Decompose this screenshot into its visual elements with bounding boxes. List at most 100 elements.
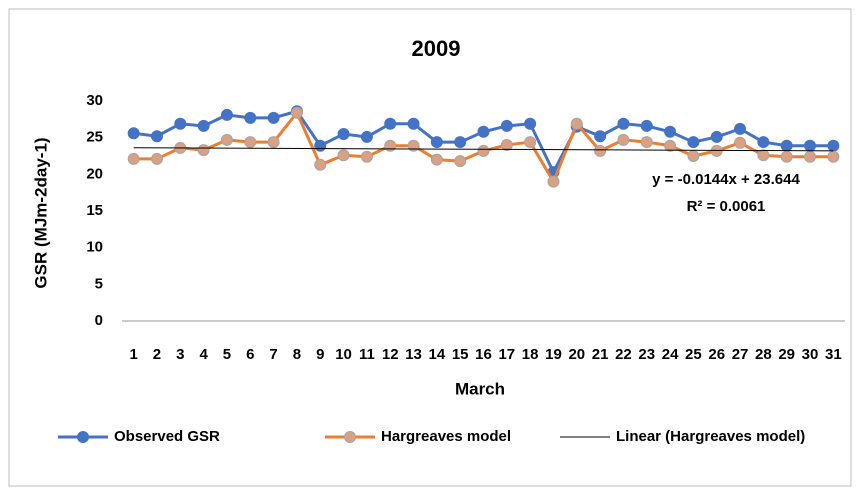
data-point: [524, 136, 537, 149]
x-tick-label: 2: [153, 346, 161, 363]
x-tick-label: 12: [382, 346, 399, 363]
x-tick-label: 23: [638, 346, 655, 363]
data-point: [290, 106, 303, 119]
data-point: [734, 122, 747, 135]
data-point: [500, 139, 513, 151]
data-point: [827, 150, 840, 163]
x-tick-label: 26: [708, 346, 725, 363]
data-point: [220, 133, 233, 146]
y-tick-label: 20: [86, 165, 103, 182]
data-point: [197, 119, 210, 132]
x-tick-label: 8: [293, 346, 301, 363]
x-tick-label: 19: [545, 346, 562, 363]
data-point: [360, 130, 373, 143]
data-point: [640, 136, 653, 149]
x-tick-label: 18: [522, 346, 539, 363]
chart-frame: [8, 8, 852, 487]
legend-label: Hargreaves model: [381, 428, 511, 445]
y-tick-label: 25: [86, 129, 103, 146]
y-tick-label: 15: [86, 202, 103, 219]
chart-title: 2009: [412, 36, 461, 61]
x-tick-label: 17: [498, 346, 515, 363]
data-point: [664, 139, 677, 152]
x-tick-label: 13: [405, 346, 422, 363]
data-point: [477, 144, 490, 157]
data-point: [267, 111, 280, 124]
data-point: [314, 158, 327, 171]
x-tick-label: 4: [199, 346, 208, 363]
x-tick-label: 14: [429, 346, 446, 363]
data-point: [734, 136, 747, 149]
data-point: [314, 139, 327, 152]
data-point: [547, 175, 560, 188]
legend-label: Observed GSR: [114, 428, 220, 445]
data-point: [804, 150, 817, 163]
data-point: [804, 139, 817, 152]
data-point: [384, 139, 397, 152]
y-tick-label: 30: [86, 92, 103, 109]
x-tick-label: 9: [316, 346, 324, 363]
y-axis-label: GSR (MJm-2day-1): [31, 137, 50, 288]
data-point: [524, 117, 537, 130]
data-point: [337, 149, 350, 162]
data-point: [430, 153, 443, 166]
x-tick-label: 1: [129, 346, 137, 363]
data-point: [150, 152, 163, 165]
trend-equation: y = -0.0144x + 23.644: [652, 171, 800, 188]
data-point: [710, 130, 723, 143]
trend-line: [133, 147, 834, 152]
y-tick-label: 0: [95, 312, 103, 329]
data-point: [570, 117, 583, 130]
legend-marker: [77, 431, 89, 443]
data-point: [407, 139, 420, 152]
data-point: [337, 128, 350, 140]
data-point: [220, 108, 233, 121]
x-tick-label: 21: [592, 346, 609, 363]
data-point: [594, 130, 607, 143]
x-tick-label: 10: [335, 346, 352, 363]
data-point: [454, 155, 467, 168]
data-point: [827, 139, 840, 152]
data-point: [617, 133, 630, 146]
x-tick-label: 11: [359, 346, 375, 363]
data-point: [780, 150, 793, 163]
data-point: [127, 127, 140, 140]
x-tick-label: 16: [475, 346, 492, 363]
x-tick-label: 3: [176, 346, 184, 363]
x-tick-label: 15: [452, 346, 469, 363]
data-point: [687, 150, 700, 162]
data-point: [267, 136, 280, 149]
data-point: [244, 136, 257, 149]
x-tick-label: 25: [685, 346, 702, 363]
y-tick-label: 5: [95, 275, 103, 292]
data-point: [150, 130, 163, 143]
x-tick-label: 30: [802, 346, 819, 363]
data-point: [757, 149, 770, 162]
x-tick-label: 24: [662, 346, 679, 363]
trend-r-squared: R² = 0.0061: [687, 198, 766, 215]
x-tick-label: 29: [778, 346, 795, 363]
data-point: [174, 117, 187, 130]
data-point: [780, 139, 793, 152]
data-point: [757, 136, 770, 149]
data-point: [127, 152, 140, 165]
data-point: [594, 144, 607, 157]
data-point: [687, 136, 700, 149]
data-point: [454, 136, 467, 149]
x-tick-label: 28: [755, 346, 772, 363]
x-tick-label: 7: [269, 346, 277, 363]
data-point: [640, 119, 653, 132]
data-point: [664, 125, 677, 138]
data-point: [384, 117, 397, 130]
legend-marker: [344, 431, 356, 443]
y-tick-label: 10: [86, 239, 103, 256]
legend-label: Linear (Hargreaves model): [616, 428, 805, 445]
x-tick-label: 27: [732, 346, 749, 363]
data-point: [244, 111, 257, 124]
x-tick-label: 6: [246, 346, 254, 363]
data-point: [407, 117, 420, 130]
data-point: [500, 119, 513, 132]
data-point: [360, 150, 373, 163]
